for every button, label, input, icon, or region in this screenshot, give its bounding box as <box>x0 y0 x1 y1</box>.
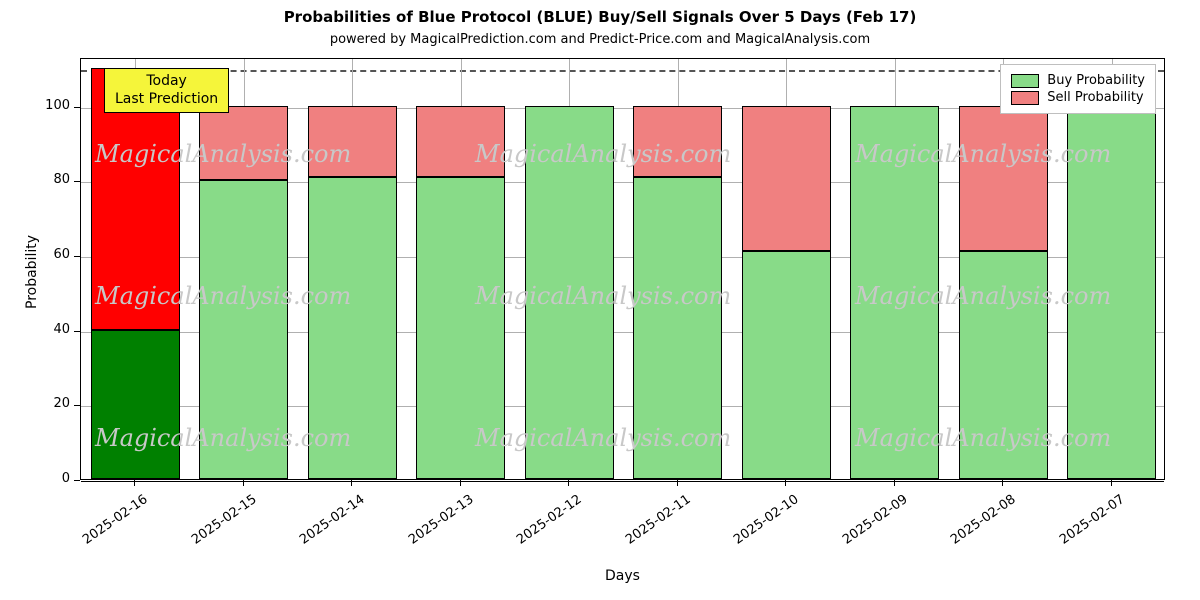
chart-subtitle: powered by MagicalPrediction.com and Pre… <box>0 32 1200 47</box>
sell-bar <box>633 106 722 177</box>
ytick-mark <box>74 107 80 108</box>
xtick-mark <box>134 480 135 486</box>
buy-bar <box>633 177 722 479</box>
xtick-label: 2025-02-13 <box>386 492 477 562</box>
xtick-mark <box>677 480 678 486</box>
buy-bar <box>308 177 397 479</box>
legend-item: Buy Probability <box>1011 73 1145 88</box>
xtick-label: 2025-02-07 <box>1037 492 1128 562</box>
ytick-label: 80 <box>34 172 70 187</box>
ytick-mark <box>74 480 80 481</box>
today-annotation: Today Last Prediction <box>104 68 229 113</box>
annotation-line2: Last Prediction <box>115 91 218 109</box>
bar-group <box>850 57 939 479</box>
xtick-label: 2025-02-11 <box>603 492 694 562</box>
ytick-label: 0 <box>34 471 70 486</box>
legend-swatch <box>1011 91 1039 105</box>
xtick-mark <box>351 480 352 486</box>
legend-item: Sell Probability <box>1011 90 1145 105</box>
bar-group <box>633 57 722 479</box>
chart-title: Probabilities of Blue Protocol (BLUE) Bu… <box>0 8 1200 26</box>
xtick-mark <box>1111 480 1112 486</box>
annotation-line1: Today <box>115 73 218 91</box>
xtick-label: 2025-02-08 <box>928 492 1019 562</box>
plot-area <box>80 58 1165 480</box>
xtick-label: 2025-02-09 <box>820 492 911 562</box>
xtick-mark <box>243 480 244 486</box>
ytick-mark <box>74 181 80 182</box>
xtick-label: 2025-02-16 <box>60 492 151 562</box>
bar-group <box>91 57 180 479</box>
ytick-label: 100 <box>34 98 70 113</box>
legend-label: Sell Probability <box>1047 90 1143 105</box>
chart-container: Probabilities of Blue Protocol (BLUE) Bu… <box>0 0 1200 600</box>
bar-group <box>308 57 397 479</box>
xtick-label: 2025-02-10 <box>711 492 802 562</box>
xtick-mark <box>1002 480 1003 486</box>
ytick-label: 60 <box>34 247 70 262</box>
buy-bar <box>416 177 505 479</box>
xtick-label: 2025-02-14 <box>277 492 368 562</box>
buy-bar <box>91 330 180 479</box>
ytick-label: 20 <box>34 396 70 411</box>
bar-group <box>416 57 505 479</box>
buy-bar <box>525 106 614 479</box>
sell-bar <box>199 106 288 181</box>
bar-group <box>199 57 288 479</box>
legend: Buy Probability Sell Probability <box>1000 64 1156 114</box>
bar-group <box>959 57 1048 479</box>
xtick-mark <box>460 480 461 486</box>
buy-bar <box>199 180 288 479</box>
ytick-mark <box>74 331 80 332</box>
legend-swatch <box>1011 74 1039 88</box>
bar-group <box>742 57 831 479</box>
sell-bar <box>959 106 1048 252</box>
buy-bar <box>1067 106 1156 479</box>
ytick-mark <box>74 256 80 257</box>
ytick-label: 40 <box>34 322 70 337</box>
xtick-mark <box>894 480 895 486</box>
bar-group <box>1067 57 1156 479</box>
sell-bar <box>308 106 397 177</box>
bar-group <box>525 57 614 479</box>
sell-bar <box>742 106 831 252</box>
sell-bar <box>416 106 505 177</box>
buy-bar <box>742 251 831 479</box>
xtick-label: 2025-02-15 <box>169 492 260 562</box>
ytick-mark <box>74 405 80 406</box>
x-axis-label: Days <box>80 568 1165 584</box>
xtick-mark <box>568 480 569 486</box>
xtick-mark <box>785 480 786 486</box>
legend-label: Buy Probability <box>1047 73 1145 88</box>
buy-bar <box>850 106 939 479</box>
buy-bar <box>959 251 1048 479</box>
xtick-label: 2025-02-12 <box>494 492 585 562</box>
